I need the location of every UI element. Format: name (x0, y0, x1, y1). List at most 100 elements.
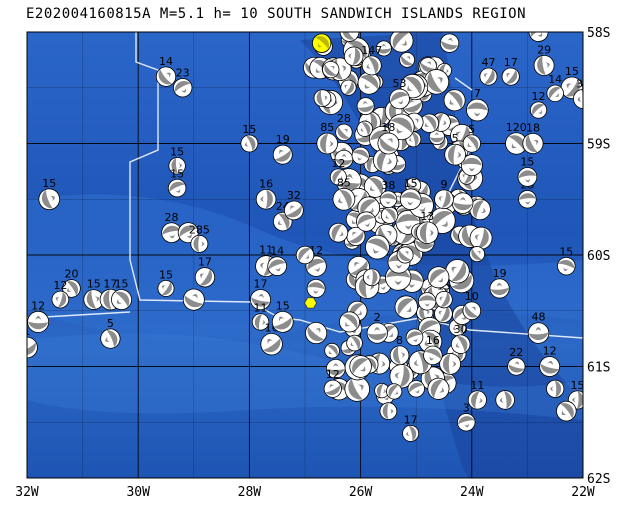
beachball (366, 322, 388, 344)
event-label: 285 (189, 223, 210, 236)
beachball (100, 328, 121, 349)
event-label: 15 (276, 299, 290, 312)
event-label: 15 (242, 123, 256, 136)
event-label: 85 (337, 176, 351, 189)
beachball (27, 310, 50, 333)
beachball (460, 154, 483, 177)
beachball (529, 101, 548, 119)
beachball (284, 200, 304, 221)
lat-tick-label: 60S (587, 249, 610, 264)
beachball (349, 355, 372, 378)
beachball (467, 390, 487, 410)
event-label: 22 (509, 346, 523, 359)
event-label: 19 (493, 267, 507, 280)
event-label: 12 (326, 368, 340, 381)
event-label: 1 (24, 325, 31, 338)
beachball (161, 222, 182, 244)
beachball (182, 288, 205, 311)
beachball (379, 190, 398, 209)
beachball (546, 379, 565, 398)
beachball (439, 33, 460, 53)
beachball (313, 89, 332, 107)
beachball (340, 79, 357, 96)
beachball (324, 342, 340, 359)
beachball (428, 129, 445, 146)
beachball (434, 189, 454, 210)
beachball (423, 69, 450, 95)
beachball (111, 289, 132, 311)
beachball (272, 144, 293, 165)
lon-tick-label: 30W (126, 485, 150, 500)
beachball (533, 55, 555, 76)
beachball (388, 113, 415, 141)
event-label: 120 (506, 121, 527, 134)
event-label: 11 (254, 302, 268, 315)
beachball (439, 353, 461, 375)
event-label: 8 (396, 334, 403, 347)
lat-tick-label: 62S (587, 472, 610, 487)
beachball (427, 377, 450, 400)
event-label: 5 (107, 317, 114, 330)
beachball (389, 364, 414, 389)
event-label: 12 (31, 299, 45, 312)
event-label: 18 (381, 121, 395, 134)
beachball (172, 78, 193, 98)
beachball (250, 289, 272, 311)
beachball (335, 123, 353, 142)
beachball (379, 402, 398, 420)
event-label: 12 (331, 157, 345, 170)
beachball (251, 313, 270, 331)
event-label: 15 (520, 156, 534, 169)
beachball (423, 345, 443, 366)
beachball (450, 334, 471, 354)
event-label: 85 (320, 121, 334, 134)
event-label: 15 (42, 177, 56, 190)
beachball (267, 256, 288, 276)
beachball (362, 268, 381, 287)
beachball (557, 256, 576, 276)
lon-tick-label: 22W (571, 485, 595, 500)
event-label: 3 (463, 401, 470, 414)
beachball (405, 328, 424, 347)
lon-tick-label: 24W (460, 485, 484, 500)
beachball (505, 132, 528, 155)
beachball (375, 40, 392, 57)
event-label: 15 (404, 177, 418, 190)
beachball (167, 178, 187, 198)
event-label: 5 (468, 123, 475, 136)
event-label: 15 (115, 278, 129, 291)
beachball (157, 279, 175, 297)
beachball (517, 167, 538, 187)
event-label: 17 (254, 277, 268, 290)
beachball (402, 424, 420, 442)
event-label: 15 (170, 167, 184, 180)
beachball (329, 168, 347, 186)
beachball (462, 134, 481, 153)
event-label: 15 (532, 10, 546, 23)
beachball (365, 234, 390, 260)
event-label: 28 (337, 112, 351, 125)
lon-tick-label: 32W (15, 485, 39, 500)
beachball (168, 157, 186, 175)
beachball (312, 33, 332, 53)
beachball (435, 290, 453, 309)
beachball (363, 175, 387, 198)
beachball (346, 334, 363, 352)
beachball (407, 380, 425, 398)
beachball (334, 149, 354, 169)
beachball (528, 32, 549, 42)
event-label: 15 (87, 278, 101, 291)
beachball (344, 376, 370, 402)
map-title: E202004160815A M=5.1 h= 10 SOUTH SANDWIC… (26, 6, 527, 22)
lon-tick-label: 26W (349, 485, 373, 500)
event-label: 30 (454, 323, 468, 336)
event-label: 11 (470, 379, 484, 392)
axis-labels: 32W 30W 28W 26W 24W 22W 58S 59S 60S 61S 62S (15, 26, 610, 500)
beachball (155, 66, 177, 87)
beachball (457, 413, 476, 432)
beachball (389, 345, 410, 366)
beachball (427, 266, 450, 289)
event-label: 16 (259, 177, 273, 190)
lon-tick-label: 28W (238, 485, 262, 500)
